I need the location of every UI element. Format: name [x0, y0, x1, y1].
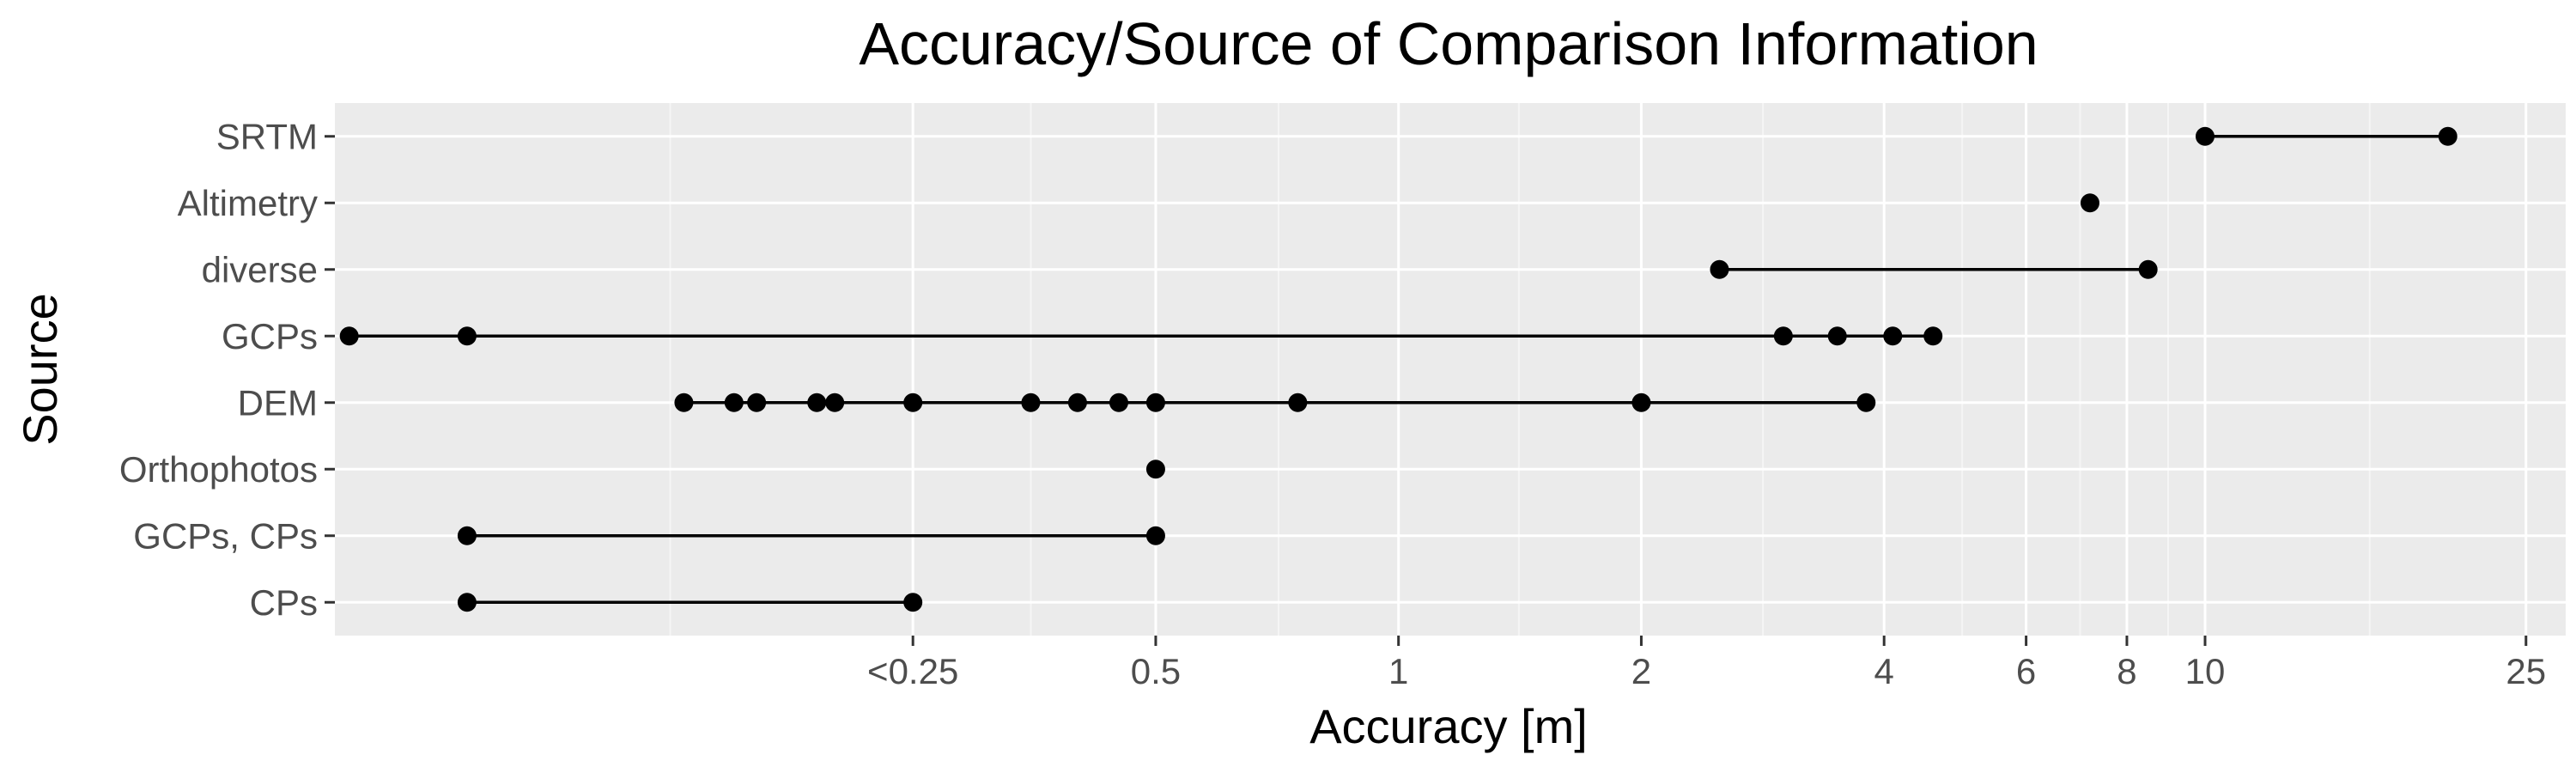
data-point — [2438, 126, 2458, 146]
data-point — [1631, 393, 1651, 412]
data-point — [724, 393, 744, 412]
y-tick-label: GCPs — [222, 316, 318, 356]
data-point — [903, 593, 923, 612]
data-point — [1109, 393, 1128, 412]
data-point — [2080, 193, 2099, 213]
data-point — [457, 326, 477, 346]
x-axis-ticks: <0.25 0.5 1 2 4 6 8 10 25 — [867, 636, 2546, 691]
data-point — [1710, 259, 1729, 279]
x-axis-title: Accuracy [m] — [1309, 699, 1588, 753]
y-tick-label: DEM — [238, 382, 318, 423]
y-tick-label: CPs — [250, 582, 318, 623]
data-point — [1773, 326, 1793, 346]
data-point — [1827, 326, 1847, 346]
data-point — [1288, 393, 1308, 412]
y-tick-label: GCPs, CPs — [133, 515, 318, 556]
data-point — [747, 393, 767, 412]
plot-panel — [335, 103, 2566, 636]
y-tick-label: SRTM — [216, 116, 318, 156]
x-tick-label: <0.25 — [867, 651, 958, 691]
data-point — [1145, 526, 1165, 545]
data-point — [1883, 326, 1903, 346]
x-tick-label: 6 — [2016, 651, 2036, 691]
data-point — [2138, 259, 2158, 279]
x-tick-label: 1 — [1388, 651, 1408, 691]
x-tick-label: 10 — [2185, 651, 2226, 691]
data-point — [457, 593, 477, 612]
data-point — [2195, 126, 2215, 146]
data-point — [1145, 393, 1165, 412]
data-point — [1145, 460, 1165, 479]
minor-gridlines — [669, 103, 2371, 636]
x-tick-label: 8 — [2117, 651, 2136, 691]
y-tick-label: Orthophotos — [119, 449, 318, 490]
y-tick-label: diverse — [202, 249, 318, 289]
data-point — [903, 393, 923, 412]
range-lines — [349, 135, 2448, 604]
data-point — [674, 393, 694, 412]
x-tick-label: 2 — [1631, 651, 1651, 691]
y-axis-title: Source — [13, 293, 67, 445]
data-point — [1067, 393, 1087, 412]
data-point — [1021, 393, 1041, 412]
data-points — [339, 126, 2458, 612]
data-point — [807, 393, 827, 412]
data-point — [339, 326, 359, 346]
data-point — [1923, 326, 1943, 346]
y-tick-label: Altimetry — [178, 183, 318, 223]
x-tick-label: 0.5 — [1131, 651, 1181, 691]
x-tick-label: 25 — [2506, 651, 2546, 691]
chart-title: Accuracy/Source of Comparison Informatio… — [859, 10, 2038, 77]
data-point — [825, 393, 845, 412]
data-point — [1856, 393, 1876, 412]
x-tick-label: 4 — [1874, 651, 1894, 691]
y-axis-ticks: SRTM Altimetry diverse GCPs DEM Orthophotos GC… — [119, 116, 335, 623]
data-point — [457, 526, 477, 545]
